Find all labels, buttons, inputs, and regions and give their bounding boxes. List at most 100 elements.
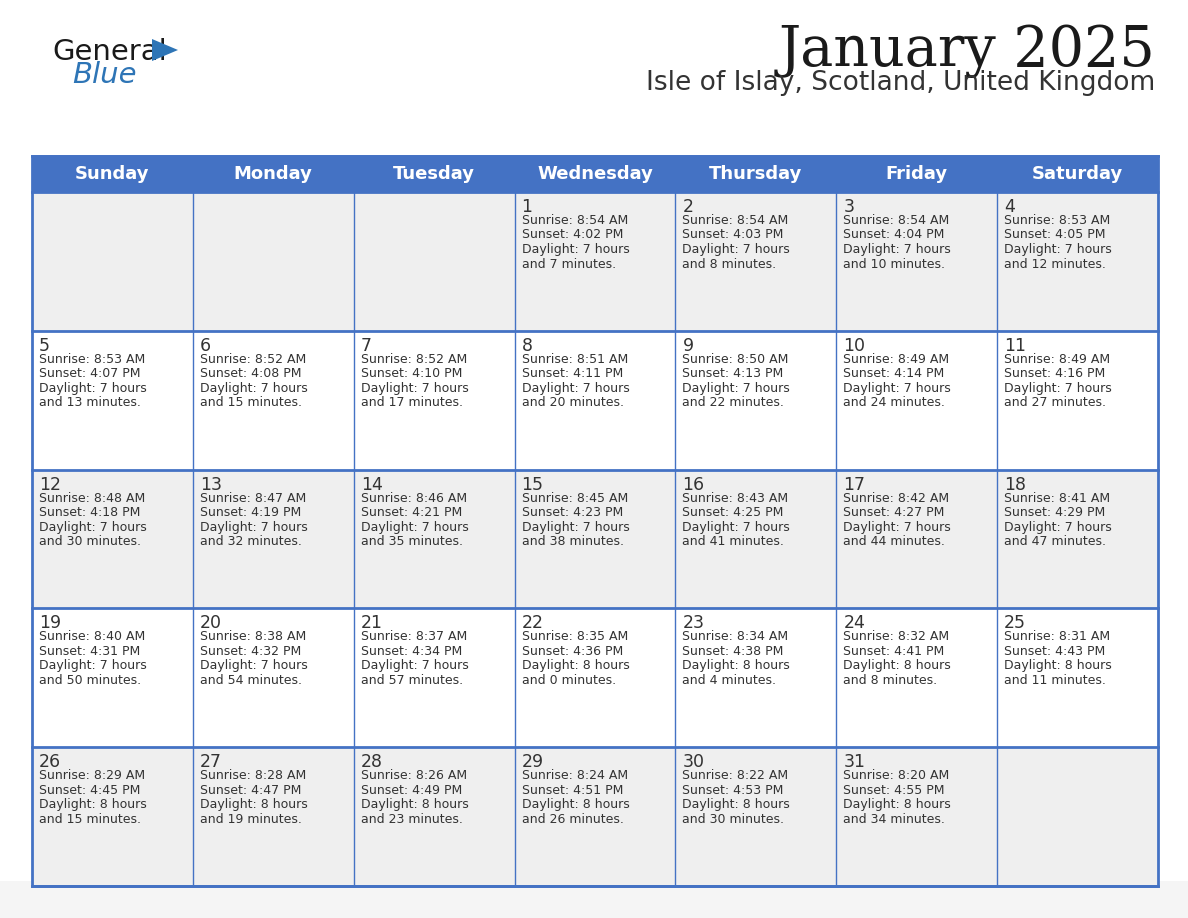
Text: Daylight: 7 hours: Daylight: 7 hours [1004,243,1112,256]
Text: 1: 1 [522,198,532,216]
Bar [32,609,1158,747]
Text: Sunrise: 8:45 AM: Sunrise: 8:45 AM [522,492,627,505]
Bar [32,330,1158,470]
Text: Sunrise: 8:22 AM: Sunrise: 8:22 AM [682,769,789,782]
Text: Sunset: 4:18 PM: Sunset: 4:18 PM [39,506,140,519]
Text: Sunset: 4:23 PM: Sunset: 4:23 PM [522,506,623,519]
Text: Daylight: 7 hours: Daylight: 7 hours [39,382,147,395]
Text: Sunrise: 8:48 AM: Sunrise: 8:48 AM [39,492,145,505]
Text: Daylight: 7 hours: Daylight: 7 hours [682,521,790,533]
Text: Sunset: 4:08 PM: Sunset: 4:08 PM [200,367,302,380]
Text: and 17 minutes.: and 17 minutes. [361,397,462,409]
Text: Sunset: 4:19 PM: Sunset: 4:19 PM [200,506,301,519]
Text: Sunrise: 8:54 AM: Sunrise: 8:54 AM [843,214,949,227]
Text: Sunrise: 8:37 AM: Sunrise: 8:37 AM [361,631,467,644]
Text: and 30 minutes.: and 30 minutes. [682,812,784,825]
Text: Sunset: 4:03 PM: Sunset: 4:03 PM [682,229,784,241]
Text: Daylight: 7 hours: Daylight: 7 hours [843,243,952,256]
Text: Daylight: 8 hours: Daylight: 8 hours [200,798,308,812]
Text: Sunset: 4:16 PM: Sunset: 4:16 PM [1004,367,1105,380]
Text: Sunrise: 8:24 AM: Sunrise: 8:24 AM [522,769,627,782]
Text: Sunrise: 8:51 AM: Sunrise: 8:51 AM [522,353,627,365]
Text: Sunrise: 8:34 AM: Sunrise: 8:34 AM [682,631,789,644]
Text: and 27 minutes.: and 27 minutes. [1004,397,1106,409]
Text: and 8 minutes.: and 8 minutes. [843,674,937,687]
Text: Sunset: 4:38 PM: Sunset: 4:38 PM [682,645,784,658]
Text: Daylight: 7 hours: Daylight: 7 hours [361,382,468,395]
Text: and 13 minutes.: and 13 minutes. [39,397,141,409]
Text: Sunrise: 8:40 AM: Sunrise: 8:40 AM [39,631,145,644]
Text: and 26 minutes.: and 26 minutes. [522,812,624,825]
Text: Daylight: 7 hours: Daylight: 7 hours [200,382,308,395]
Text: 24: 24 [843,614,865,633]
Text: Sunset: 4:45 PM: Sunset: 4:45 PM [39,784,140,797]
Text: Sunset: 4:13 PM: Sunset: 4:13 PM [682,367,784,380]
Text: Blue: Blue [72,61,137,89]
Text: 12: 12 [39,476,61,494]
Text: Sunset: 4:43 PM: Sunset: 4:43 PM [1004,645,1105,658]
Text: and 15 minutes.: and 15 minutes. [200,397,302,409]
Text: 4: 4 [1004,198,1015,216]
Text: 26: 26 [39,753,61,771]
Text: Isle of Islay, Scotland, United Kingdom: Isle of Islay, Scotland, United Kingdom [646,70,1155,96]
Text: Daylight: 8 hours: Daylight: 8 hours [522,659,630,672]
Text: 19: 19 [39,614,61,633]
Text: Daylight: 7 hours: Daylight: 7 hours [200,521,308,533]
Text: Sunset: 4:02 PM: Sunset: 4:02 PM [522,229,623,241]
Text: Sunrise: 8:53 AM: Sunrise: 8:53 AM [39,353,145,365]
Text: Sunset: 4:05 PM: Sunset: 4:05 PM [1004,229,1106,241]
Text: 18: 18 [1004,476,1026,494]
Text: Daylight: 7 hours: Daylight: 7 hours [522,243,630,256]
Text: Sunday: Sunday [75,165,150,183]
Text: Sunset: 4:36 PM: Sunset: 4:36 PM [522,645,623,658]
Polygon shape [152,39,178,61]
Text: Daylight: 7 hours: Daylight: 7 hours [843,521,952,533]
Text: Sunset: 4:49 PM: Sunset: 4:49 PM [361,784,462,797]
Text: and 34 minutes.: and 34 minutes. [843,812,946,825]
Text: Daylight: 7 hours: Daylight: 7 hours [843,382,952,395]
Text: General: General [52,38,166,66]
Text: Sunrise: 8:41 AM: Sunrise: 8:41 AM [1004,492,1111,505]
Text: Sunset: 4:47 PM: Sunset: 4:47 PM [200,784,302,797]
Text: Sunrise: 8:49 AM: Sunrise: 8:49 AM [1004,353,1111,365]
Text: Sunrise: 8:54 AM: Sunrise: 8:54 AM [682,214,789,227]
Text: Sunset: 4:55 PM: Sunset: 4:55 PM [843,784,944,797]
Text: Tuesday: Tuesday [393,165,475,183]
Text: Sunrise: 8:26 AM: Sunrise: 8:26 AM [361,769,467,782]
Text: Sunset: 4:04 PM: Sunset: 4:04 PM [843,229,944,241]
Text: Daylight: 8 hours: Daylight: 8 hours [843,798,952,812]
Text: Sunset: 4:27 PM: Sunset: 4:27 PM [843,506,944,519]
Text: 2: 2 [682,198,694,216]
Text: 25: 25 [1004,614,1026,633]
Text: 22: 22 [522,614,544,633]
Text: and 54 minutes.: and 54 minutes. [200,674,302,687]
Text: Sunset: 4:31 PM: Sunset: 4:31 PM [39,645,140,658]
Bar [32,156,1158,192]
Text: Daylight: 7 hours: Daylight: 7 hours [1004,521,1112,533]
Text: 17: 17 [843,476,865,494]
Text: Sunset: 4:07 PM: Sunset: 4:07 PM [39,367,140,380]
Text: Daylight: 7 hours: Daylight: 7 hours [682,243,790,256]
Text: January 2025: January 2025 [778,23,1155,78]
Text: Sunrise: 8:29 AM: Sunrise: 8:29 AM [39,769,145,782]
Text: 27: 27 [200,753,222,771]
Text: 14: 14 [361,476,383,494]
Text: Sunrise: 8:49 AM: Sunrise: 8:49 AM [843,353,949,365]
Text: and 23 minutes.: and 23 minutes. [361,812,462,825]
Text: Daylight: 8 hours: Daylight: 8 hours [682,659,790,672]
Text: and 57 minutes.: and 57 minutes. [361,674,463,687]
Text: 29: 29 [522,753,544,771]
Text: 3: 3 [843,198,854,216]
Text: 7: 7 [361,337,372,354]
Text: Sunset: 4:25 PM: Sunset: 4:25 PM [682,506,784,519]
Text: Sunrise: 8:20 AM: Sunrise: 8:20 AM [843,769,949,782]
Text: 8: 8 [522,337,532,354]
Text: Daylight: 7 hours: Daylight: 7 hours [361,521,468,533]
Text: and 41 minutes.: and 41 minutes. [682,535,784,548]
Text: and 32 minutes.: and 32 minutes. [200,535,302,548]
Text: and 24 minutes.: and 24 minutes. [843,397,946,409]
Text: Sunrise: 8:42 AM: Sunrise: 8:42 AM [843,492,949,505]
Text: Daylight: 7 hours: Daylight: 7 hours [361,659,468,672]
Text: Friday: Friday [885,165,948,183]
Bar [0,881,1188,918]
